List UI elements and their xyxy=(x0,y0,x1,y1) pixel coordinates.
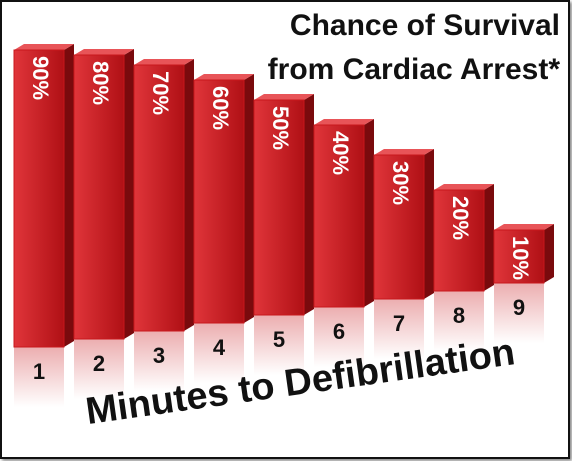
value-label: 80% xyxy=(88,61,113,105)
x-tick-label: 3 xyxy=(153,343,165,368)
bar-top xyxy=(254,94,314,100)
x-tick-label: 4 xyxy=(213,335,226,360)
bar xyxy=(313,124,365,308)
value-label: 70% xyxy=(148,71,173,115)
bar-reflection xyxy=(494,283,544,343)
bar-reflection xyxy=(314,307,364,367)
bar-top xyxy=(14,44,74,50)
chart-title: Chance of Survival from Cardiac Arrest* xyxy=(267,9,560,86)
bar-reflection xyxy=(434,291,484,351)
bar-side xyxy=(364,119,374,307)
bar-reflection xyxy=(134,331,184,391)
x-tick-label: 9 xyxy=(513,295,525,320)
value-label: 50% xyxy=(268,106,293,150)
bar-side xyxy=(304,94,314,315)
bar-side xyxy=(424,149,434,299)
value-label: 30% xyxy=(388,161,413,205)
bar-top xyxy=(314,119,374,125)
bar-reflection xyxy=(374,299,424,359)
bar-top xyxy=(374,149,434,155)
x-tick-label: 8 xyxy=(453,303,465,328)
value-label: 60% xyxy=(208,86,233,130)
bar-side xyxy=(244,74,254,323)
value-label: 40% xyxy=(328,131,353,175)
bar-reflection xyxy=(254,315,304,375)
value-label: 90% xyxy=(28,56,53,100)
bar xyxy=(133,64,185,332)
x-tick-label: 5 xyxy=(273,327,285,352)
bar-top xyxy=(194,74,254,80)
value-label: 10% xyxy=(508,236,533,280)
bar-top xyxy=(434,184,494,190)
bar-top xyxy=(134,59,194,65)
bar-top xyxy=(494,224,554,230)
bar-reflection xyxy=(194,323,244,383)
bar-side xyxy=(544,224,554,283)
bar xyxy=(493,229,545,284)
bar-side xyxy=(184,59,194,331)
bar xyxy=(253,99,305,316)
bar-reflection xyxy=(74,339,124,399)
x-tick-label: 6 xyxy=(333,319,345,344)
bar-side xyxy=(124,49,134,339)
bar-side xyxy=(64,44,74,347)
chart: 90%180%270%360%450%540%630%720%810%9Minu… xyxy=(13,44,554,433)
bar-reflection xyxy=(14,347,64,407)
value-label: 20% xyxy=(448,196,473,240)
x-tick-label: 1 xyxy=(33,359,45,384)
x-tick-label: 7 xyxy=(393,311,405,336)
bar xyxy=(13,49,65,348)
bar-side xyxy=(484,184,494,291)
bar xyxy=(433,189,485,292)
bar xyxy=(193,79,245,324)
bar xyxy=(73,54,125,340)
bar xyxy=(373,154,425,300)
x-tick-label: 2 xyxy=(93,351,105,376)
bar-top xyxy=(74,49,134,55)
